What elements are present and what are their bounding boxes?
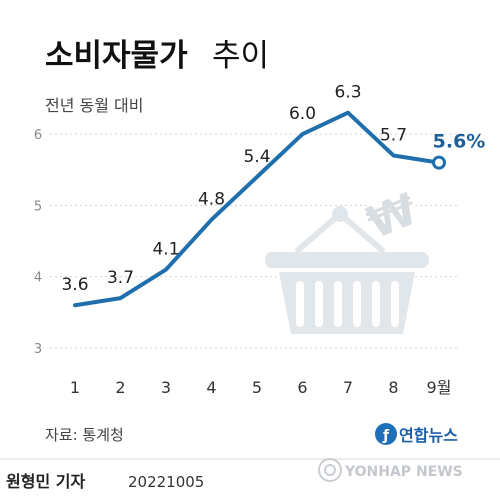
agency-name: 연합뉴스 — [399, 426, 458, 445]
data-labels: 3.6 3.7 4.1 4.8 5.4 6.0 6.3 5.7 5.6% — [61, 83, 485, 296]
source-label: 자료: 통계청 — [45, 426, 124, 444]
data-label: 5.6% — [433, 131, 486, 153]
chart-subtitle: 전년 동월 대비 — [45, 96, 144, 115]
y-tick-label: 5 — [34, 199, 42, 214]
yonhap-watermark — [318, 458, 342, 482]
x-tick-label: 6 — [297, 378, 307, 397]
x-tick-label: 9월 — [427, 378, 452, 397]
x-axis-ticks: 1 2 3 4 5 6 7 8 9월 — [70, 378, 452, 397]
y-tick-label: 3 — [34, 342, 42, 357]
data-label: 6.3 — [334, 83, 361, 103]
shopping-basket-icon — [265, 206, 429, 334]
svg-text:ƒ: ƒ — [382, 428, 390, 444]
series-layer — [73, 110, 446, 308]
data-label: 3.7 — [107, 268, 134, 288]
data-label: 3.6 — [61, 275, 88, 295]
chart-title: 소비자물가 — [45, 38, 188, 74]
x-tick-label: 3 — [161, 378, 171, 397]
y-tick-label: 4 — [34, 271, 42, 286]
data-label: 4.8 — [198, 190, 225, 210]
data-label: 5.4 — [243, 147, 270, 167]
x-tick-label: 5 — [252, 378, 262, 397]
x-tick-label: 8 — [388, 378, 398, 397]
y-tick-label: 6 — [34, 128, 42, 143]
x-tick-label: 1 — [70, 378, 80, 397]
data-label: 4.1 — [152, 240, 179, 260]
data-label: 6.0 — [289, 104, 316, 124]
data-label: 5.7 — [380, 125, 407, 145]
x-tick-label: 4 — [206, 378, 216, 397]
yonhap-logo-icon: ƒ — [375, 423, 397, 445]
y-axis-ticks: 6 5 4 3 — [34, 128, 42, 357]
data-point-marker — [432, 155, 446, 170]
agency-watermark: YONHAP NEWS — [344, 464, 463, 480]
x-tick-label: 7 — [343, 378, 353, 397]
reporter-name: 원형민 기자 — [6, 472, 85, 491]
report-date: 20221005 — [128, 473, 204, 491]
series-line — [73, 110, 441, 308]
x-tick-label: 2 — [115, 378, 125, 397]
chart-title-suffix: 추이 — [212, 38, 269, 74]
